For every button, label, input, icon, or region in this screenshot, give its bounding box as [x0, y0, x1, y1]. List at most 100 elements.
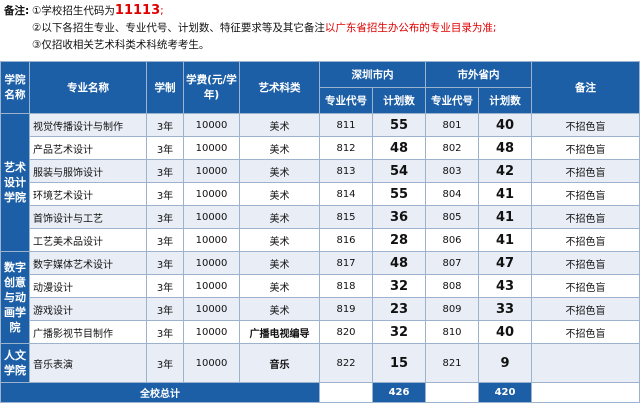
header-remark: 备注	[531, 61, 640, 114]
art-cell: 美术	[239, 136, 320, 160]
sz-plan-cell: 55	[372, 182, 426, 206]
table-row: 艺术设计学院 视觉传播设计与制作 3年 10000 美术 811 55 801 …	[0, 113, 640, 252]
out-plan-cell: 43	[478, 274, 532, 298]
fee-cell: 10000	[183, 274, 240, 298]
table-row: 动漫设计 3年 10000 美术 818 32 808 43 不招色盲	[1, 274, 640, 298]
fee-cell: 10000	[183, 136, 240, 160]
duration-cell: 3年	[146, 182, 184, 206]
admission-table: 学院名称 专业名称 学制 学费(元/学年) 艺术科类 深圳市内 市外省内 备注 …	[0, 61, 640, 403]
duration-cell: 3年	[146, 320, 184, 344]
fee-cell: 10000	[183, 159, 240, 183]
art-cell: 广播电视编导	[239, 320, 320, 344]
header-out-plan: 计划数	[478, 87, 532, 114]
out-code-cell: 809	[425, 297, 479, 321]
table-row: 首饰设计与工艺 3年 10000 美术 815 36 805 41 不招色盲	[1, 205, 640, 229]
art-cell: 音乐	[239, 343, 320, 383]
major-cell: 数字媒体艺术设计	[29, 251, 147, 275]
total-row: 全校总计 426 420	[0, 382, 640, 403]
sz-plan-cell: 55	[372, 113, 426, 137]
out-plan-cell: 41	[478, 182, 532, 206]
header-sz-plan: 计划数	[372, 87, 426, 114]
table-row: 广播影视节目制作 3年 10000 广播电视编导 820 32 810 40 不…	[1, 320, 640, 344]
sz-plan-cell: 48	[372, 136, 426, 160]
note-2-red: 以广东省招生办公布的专业目录为准	[324, 22, 493, 34]
sz-code-cell: 822	[319, 343, 373, 383]
sz-code-cell: 812	[319, 136, 373, 160]
total-label: 全校总计	[0, 382, 320, 403]
art-cell: 美术	[239, 182, 320, 206]
sz-plan-cell: 28	[372, 228, 426, 252]
major-cell: 首饰设计与工艺	[29, 205, 147, 229]
table-row: 人文学院 音乐表演 3年 10000 音乐 822 15 821 9	[0, 343, 640, 383]
total-sz-plan: 426	[372, 382, 426, 403]
duration-cell: 3年	[146, 274, 184, 298]
remark-cell: 不招色盲	[531, 113, 640, 137]
fee-cell: 10000	[183, 228, 240, 252]
header-fee: 学费(元/学年)	[183, 61, 240, 114]
out-plan-cell: 40	[478, 113, 532, 137]
note-1-suffix: ;	[160, 5, 164, 17]
sz-code-cell: 814	[319, 182, 373, 206]
major-cell: 产品艺术设计	[29, 136, 147, 160]
notes-block: 备注: ①学校招生代码为11113; ②以下各招生专业、专业代号、计划数、特征要求…	[0, 0, 640, 60]
out-plan-cell: 47	[478, 251, 532, 275]
total-remark-blank	[531, 382, 640, 403]
remark-cell: 不招色盲	[531, 182, 640, 206]
table-row: 工艺美术品设计 3年 10000 美术 816 28 806 41 不招色盲	[1, 228, 640, 252]
duration-cell: 3年	[146, 113, 184, 137]
fee-cell: 10000	[183, 251, 240, 275]
notes-label: 备注:	[4, 5, 30, 17]
fee-cell: 10000	[183, 205, 240, 229]
college-cell: 艺术设计学院	[0, 113, 30, 252]
duration-cell: 3年	[146, 343, 184, 383]
out-code-cell: 805	[425, 205, 479, 229]
out-plan-cell: 40	[478, 320, 532, 344]
sz-code-cell: 816	[319, 228, 373, 252]
sz-code-cell: 819	[319, 297, 373, 321]
out-code-cell: 807	[425, 251, 479, 275]
major-cell: 视觉传播设计与制作	[29, 113, 147, 137]
out-code-cell: 806	[425, 228, 479, 252]
sz-plan-cell: 36	[372, 205, 426, 229]
out-code-cell: 810	[425, 320, 479, 344]
out-code-cell: 801	[425, 113, 479, 137]
duration-cell: 3年	[146, 159, 184, 183]
table-row: 游戏设计 3年 10000 美术 819 23 809 33 不招色盲	[1, 297, 640, 321]
header-major: 专业名称	[29, 61, 147, 114]
header-outside: 市外省内	[425, 61, 532, 88]
art-cell: 美术	[239, 205, 320, 229]
remark-cell: 不招色盲	[531, 136, 640, 160]
sz-plan-cell: 15	[372, 343, 426, 383]
note-2-suffix: ;	[492, 22, 497, 34]
major-cell: 广播影视节目制作	[29, 320, 147, 344]
school-code: 11113	[114, 3, 161, 18]
art-cell: 美术	[239, 297, 320, 321]
header-out-code: 专业代号	[425, 87, 479, 114]
out-plan-cell: 42	[478, 159, 532, 183]
duration-cell: 3年	[146, 251, 184, 275]
sz-code-cell: 817	[319, 251, 373, 275]
table-row: 产品艺术设计 3年 10000 美术 812 48 802 48 不招色盲	[1, 136, 640, 160]
sz-plan-cell: 54	[372, 159, 426, 183]
sz-code-cell: 818	[319, 274, 373, 298]
total-out-plan: 420	[478, 382, 532, 403]
out-code-cell: 808	[425, 274, 479, 298]
remark-cell: 不招色盲	[531, 159, 640, 183]
out-plan-cell: 41	[478, 205, 532, 229]
art-cell: 美术	[239, 113, 320, 137]
note-3: ③仅招收相关艺术科类术科统考考生。	[32, 39, 210, 51]
sz-plan-cell: 32	[372, 320, 426, 344]
art-cell: 美术	[239, 274, 320, 298]
major-cell: 动漫设计	[29, 274, 147, 298]
table-row: 服装与服饰设计 3年 10000 美术 813 54 803 42 不招色盲	[1, 159, 640, 183]
fee-cell: 10000	[183, 182, 240, 206]
remark-cell: 不招色盲	[531, 228, 640, 252]
out-code-cell: 804	[425, 182, 479, 206]
major-cell: 环境艺术设计	[29, 182, 147, 206]
note-line-2: ②以下各招生专业、专业代号、计划数、特征要求等及其它备注以广东省招生办公布的专业…	[4, 20, 640, 37]
remark-cell: 不招色盲	[531, 274, 640, 298]
major-cell: 服装与服饰设计	[29, 159, 147, 183]
out-code-cell: 803	[425, 159, 479, 183]
remark-cell: 不招色盲	[531, 251, 640, 275]
out-plan-cell: 9	[478, 343, 532, 383]
